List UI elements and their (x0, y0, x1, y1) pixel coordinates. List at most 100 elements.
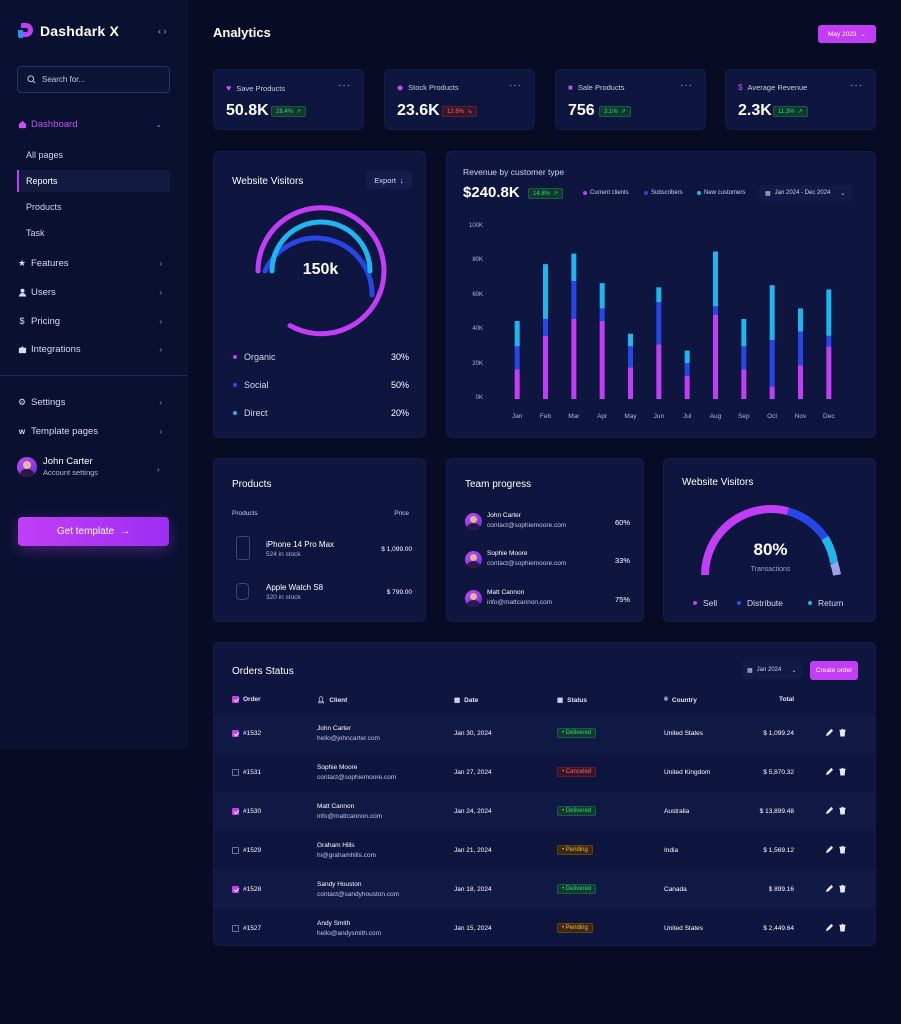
bar-current-clients[interactable] (543, 335, 548, 399)
table-row[interactable]: #1532 John Carter hello@johncarter.com J… (214, 714, 876, 753)
date-range-select[interactable]: ▦ Jan 2024 - Dec 2024 ⌄ (759, 185, 853, 201)
bar-new-customers[interactable] (713, 251, 718, 307)
bar-new-customers[interactable] (571, 253, 577, 282)
edit-icon[interactable] (825, 806, 834, 815)
row-checkbox[interactable] (232, 769, 239, 776)
sidebar-item-dashboard[interactable]: Dashboard ⌄ (17, 113, 170, 135)
dot-icon (697, 191, 701, 195)
bar-subscribers[interactable] (656, 302, 662, 345)
get-template-button[interactable]: Get template → (18, 517, 169, 546)
sidebar-item-features[interactable]: ★ Features › (17, 252, 170, 274)
more-icon[interactable]: ··· (680, 80, 693, 91)
bar-subscribers[interactable] (769, 340, 775, 387)
more-icon[interactable]: ··· (509, 80, 522, 91)
sidebar-item-template-pages[interactable]: w Template pages › (17, 420, 170, 442)
row-checkbox[interactable] (232, 847, 239, 854)
sidebar-subitem-reports[interactable]: Reports (17, 170, 170, 192)
bar-new-customers[interactable] (628, 333, 633, 347)
sidebar-item-integrations[interactable]: Integrations › (17, 338, 170, 360)
brand-logo[interactable]: Dashdark X (17, 22, 119, 39)
bar-new-customers[interactable] (684, 350, 690, 364)
edit-icon[interactable] (825, 845, 834, 854)
bar-current-clients[interactable] (571, 318, 577, 399)
team-member-row[interactable]: Sophie Moore contact@sophiemoore.com 33% (465, 548, 630, 574)
column-header-total[interactable]: Total (779, 696, 794, 703)
create-order-button[interactable]: Create order (810, 661, 858, 680)
column-header-client[interactable]: 👤︎ Client (317, 696, 347, 705)
export-button[interactable]: Export ↓ (366, 171, 412, 189)
edit-icon[interactable] (825, 923, 834, 932)
bar-new-customers[interactable] (826, 289, 832, 336)
row-checkbox[interactable] (232, 730, 239, 737)
edit-icon[interactable] (825, 884, 834, 893)
bar-current-clients[interactable] (769, 386, 775, 399)
bar-current-clients[interactable] (741, 369, 747, 399)
bar-current-clients[interactable] (628, 367, 633, 399)
column-header-date[interactable]: ▦ Date (454, 696, 478, 705)
column-header-order[interactable]: Order (232, 696, 261, 703)
product-row[interactable]: iPhone 14 Pro Max 524 in stock $ 1,099.0… (232, 534, 412, 564)
bar-subscribers[interactable] (543, 318, 548, 336)
bar-subscribers[interactable] (514, 346, 520, 370)
row-checkbox[interactable] (232, 925, 239, 932)
search-input[interactable] (42, 75, 162, 84)
edit-icon[interactable] (825, 728, 834, 737)
table-row[interactable]: #1529 Graham Hills hi@grahamhills.com Ja… (214, 831, 876, 870)
sidebar-subitem-all-pages[interactable]: All pages (26, 150, 64, 160)
team-member-row[interactable]: John Carter contact@sophiemoore.com 60% (465, 510, 630, 536)
product-row[interactable]: Apple Watch S8 320 in stock $ 799.00 (232, 577, 412, 607)
bar-new-customers[interactable] (514, 321, 520, 347)
bar-subscribers[interactable] (826, 335, 832, 347)
bar-subscribers[interactable] (628, 346, 633, 368)
bar-new-customers[interactable] (599, 283, 605, 309)
trash-icon[interactable] (838, 923, 847, 932)
table-row[interactable]: #1530 Matt Cannon info@mattcannon.com Ja… (214, 792, 876, 831)
bar-current-clients[interactable] (599, 321, 605, 399)
bar-subscribers[interactable] (599, 308, 605, 322)
bar-current-clients[interactable] (713, 314, 718, 399)
sidebar-item-settings[interactable]: ⚙ Settings › (17, 391, 170, 413)
edit-icon[interactable] (825, 767, 834, 776)
orders-month-select[interactable]: ▦ Jan 2024 ⌄ (742, 661, 803, 679)
select-all-checkbox[interactable] (232, 696, 239, 703)
sidebar-item-users[interactable]: Users › (17, 281, 170, 303)
bar-current-clients[interactable] (656, 344, 662, 399)
search-box[interactable] (17, 66, 170, 93)
bar-current-clients[interactable] (684, 375, 690, 399)
trash-icon[interactable] (838, 845, 847, 854)
bar-new-customers[interactable] (543, 264, 548, 319)
bar-subscribers[interactable] (684, 363, 690, 376)
bar-new-customers[interactable] (741, 318, 747, 347)
column-header-status[interactable]: ▣ Status (557, 696, 587, 705)
table-row[interactable]: #1528 Sandy Houston contact@sandyhouston… (214, 870, 876, 909)
bar-current-clients[interactable] (826, 346, 832, 399)
column-header-country[interactable]: ⌾ Country (664, 696, 697, 704)
bar-new-customers[interactable] (656, 287, 662, 303)
sidebar-subitem-task[interactable]: Task (26, 228, 45, 238)
trash-icon[interactable] (838, 806, 847, 815)
trash-icon[interactable] (838, 767, 847, 776)
bar-current-clients[interactable] (798, 365, 803, 399)
team-member-row[interactable]: Matt Cannon info@mattcannon.com 75% (465, 587, 630, 613)
more-icon[interactable]: ··· (338, 80, 351, 91)
sidebar-subitem-products[interactable]: Products (26, 202, 62, 212)
more-icon[interactable]: ··· (850, 80, 863, 91)
bar-subscribers[interactable] (798, 331, 803, 366)
trash-icon[interactable] (838, 884, 847, 893)
account-settings[interactable]: John Carter Account settings (17, 456, 98, 477)
trash-icon[interactable] (838, 728, 847, 737)
client-name: Andy Smith (317, 920, 351, 927)
bar-subscribers[interactable] (571, 281, 577, 319)
bar-subscribers[interactable] (713, 306, 718, 315)
sidebar-item-pricing[interactable]: $ Pricing › (17, 310, 170, 332)
bar-current-clients[interactable] (514, 369, 520, 399)
row-checkbox[interactable] (232, 886, 239, 893)
bar-new-customers[interactable] (769, 285, 775, 341)
bar-subscribers[interactable] (741, 346, 747, 370)
month-select[interactable]: May 2023 ⌄ (818, 25, 876, 43)
row-checkbox[interactable] (232, 808, 239, 815)
chevrons-left-right-icon[interactable]: ‹ › (158, 26, 167, 36)
table-row[interactable]: #1531 Sophie Moore contact@sophiemoore.c… (214, 753, 876, 792)
table-row[interactable]: #1527 Andy Smith hello@andysmith.com Jan… (214, 909, 876, 948)
bar-new-customers[interactable] (798, 308, 803, 332)
